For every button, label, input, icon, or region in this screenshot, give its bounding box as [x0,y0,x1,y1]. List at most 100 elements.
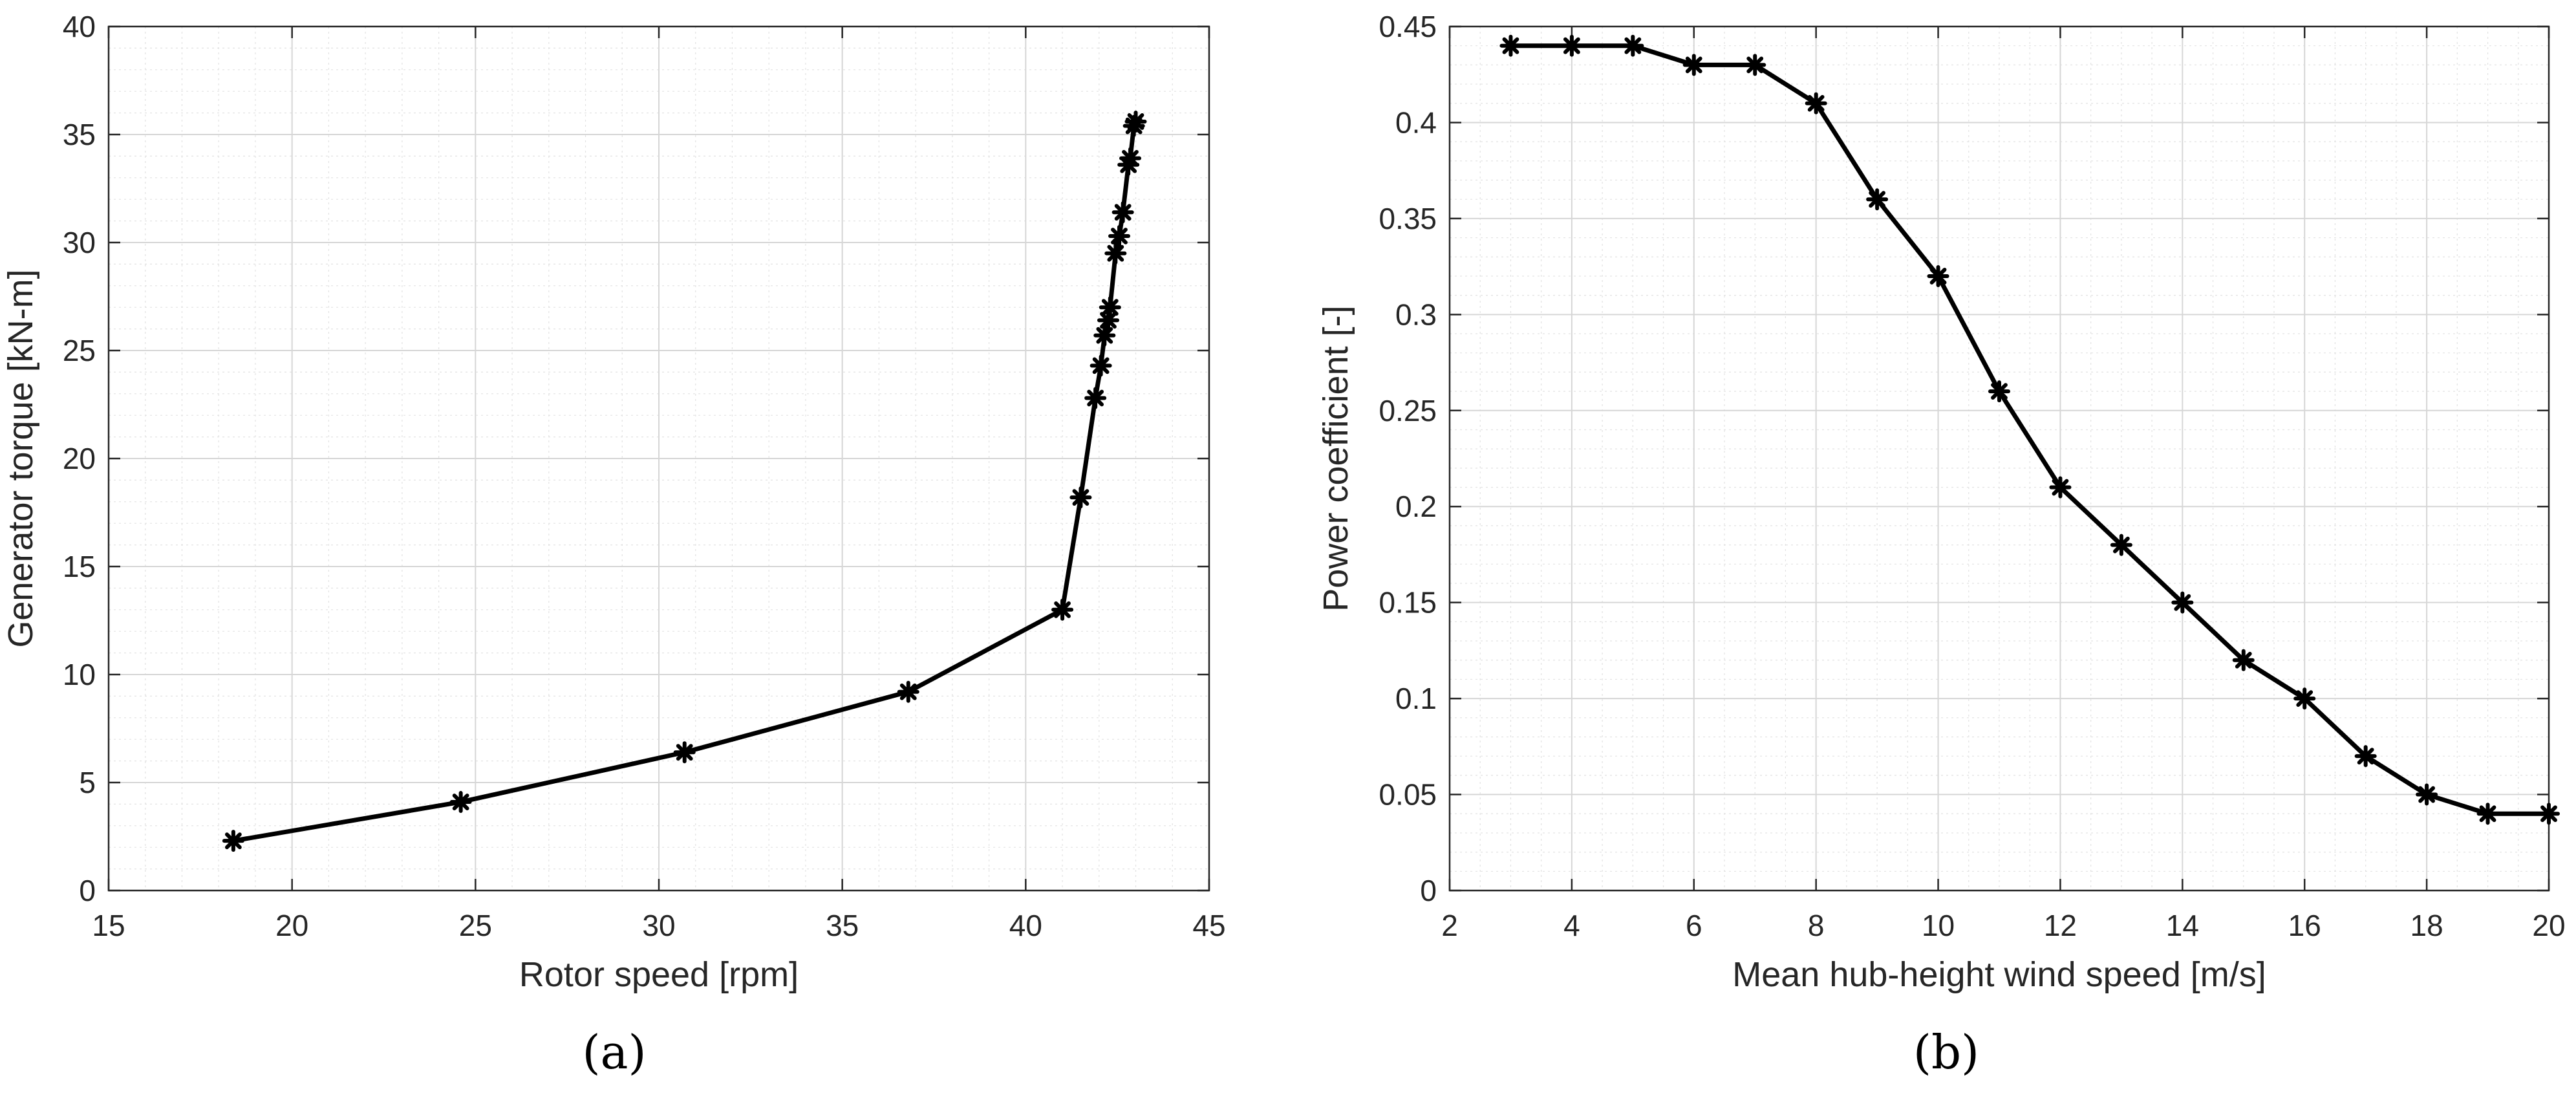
data-point [2293,687,2316,710]
x-tick-label: 10 [1922,909,1955,942]
data-point-stroke [1563,37,1580,54]
data-point-stroke [1869,191,1886,208]
y-tick-label: 20 [63,442,96,475]
x-axis-label: Mean hub-height wind speed [m/s] [1732,955,2266,994]
data-point [2110,534,2132,556]
data-point [1744,54,1766,76]
data-point-stroke [2174,594,2191,611]
x-tick-label: 4 [1563,909,1580,942]
data-point [2476,803,2499,825]
x-tick-label: 20 [2532,909,2565,942]
data-point [1805,92,1827,114]
data-point [1682,54,1705,76]
data-point-stroke [2540,805,2557,823]
series-line [1508,43,2551,816]
data-point [1108,224,1131,247]
x-tick-label: 12 [2044,909,2077,942]
ticks [1448,25,2550,892]
data-point-stroke [1502,37,1519,54]
x-axis-label: Rotor speed [rpm] [519,955,799,994]
data-point-stroke [2296,690,2313,708]
x-tick-label: 18 [2410,909,2443,942]
x-tick-label: 6 [1686,909,1702,942]
ticks [107,25,1210,892]
x-tick-label: 8 [1808,909,1825,942]
data-point [897,680,919,703]
x-tick-label: 16 [2288,909,2321,942]
y-tick-label: 30 [63,226,96,259]
chart-a-torque-vs-rotor-speed: 15 20 25 30 35 40 45 0 5 10 15 20 25 30 35 40 Rotor spee… [1,10,1226,994]
x-tick-label: 40 [1009,909,1042,942]
y-tick-label: 0.3 [1395,297,1437,331]
data-point [1051,598,1074,621]
data-point-stroke [899,683,917,700]
data-point-stroke [1991,383,2008,400]
data-point [1093,324,1116,347]
data-point-stroke [224,832,242,850]
data-point-stroke [2479,805,2496,823]
data-point [1124,110,1147,133]
y-tick-label: 0 [1420,874,1437,907]
data-point [1988,380,2010,403]
data-point-stroke [1685,56,1702,74]
y-tick-label: 0.1 [1395,682,1437,715]
x-tick-label: 15 [92,909,125,942]
y-tick-label: 0.45 [1379,10,1437,43]
data-point-stroke [1807,94,1825,112]
data-point-stroke [1114,204,1132,221]
data-point-stroke [1072,489,1089,506]
data-point [2354,745,2377,768]
y-tick-label: 35 [63,118,96,151]
data-point [1927,265,1949,287]
y-tick-label: 0 [79,874,96,907]
data-point-stroke [2052,479,2069,496]
y-tick-label: 0.4 [1395,105,1437,139]
y-axis-label: Generator torque [kN-m] [1,269,40,647]
y-tick-label: 0.2 [1395,490,1437,523]
data-point [1097,309,1119,332]
data-point [1089,354,1112,377]
data-point [1111,201,1134,224]
x-tick-label: 45 [1192,909,1225,942]
panel-label-b-text: (b) [1913,1025,1980,1079]
data-point-stroke [1624,37,1642,54]
data-point-stroke [1054,601,1071,618]
panel-label-b: (b) [1882,1025,2011,1079]
x-tick-label: 2 [1441,909,1458,942]
data-point [2538,803,2560,825]
data-point [1104,242,1127,265]
data-point [449,791,472,814]
data-point [1560,34,1583,57]
y-tick-label: 0.25 [1379,394,1437,427]
data-point [1099,296,1121,319]
data-point [673,741,696,764]
y-tick-label: 15 [63,550,96,583]
axes-box [1448,25,2550,892]
data-point-stroke [2235,651,2252,669]
data-point-stroke [676,744,693,761]
data-point-stroke [1092,357,1110,374]
data-point [222,830,244,852]
chart-b-power-coefficient-vs-wind-speed: 2 4 6 8 10 12 14 16 18 20 0 0.05 0.1 0.15 0.2 0.25 0.3 0.… [1316,10,2566,994]
data-point [2049,476,2072,499]
data-point-stroke [2357,748,2374,765]
data-point-stroke [1087,389,1104,407]
y-tick-label: 0.05 [1379,778,1437,812]
panel-label-a: (a) [550,1025,679,1079]
data-point-stroke [2112,536,2130,554]
data-point [1119,147,1142,169]
data-point [1069,486,1092,509]
data-point-stroke [2418,786,2436,803]
data-point [1866,188,1889,211]
data-point-stroke [1107,244,1124,262]
y-tick-label: 10 [63,658,96,691]
y-axis-label: Power coefficient [-] [1316,305,1355,611]
data-point-stroke [1101,299,1119,316]
data-point [1622,34,1644,57]
data-point-stroke [1100,312,1117,329]
data-point [2232,649,2255,671]
y-tick-label: 5 [79,766,96,799]
panel-label-a-text: (a) [582,1025,647,1079]
y-tick-label: 40 [63,10,96,43]
data-point-stroke [1929,268,1947,285]
